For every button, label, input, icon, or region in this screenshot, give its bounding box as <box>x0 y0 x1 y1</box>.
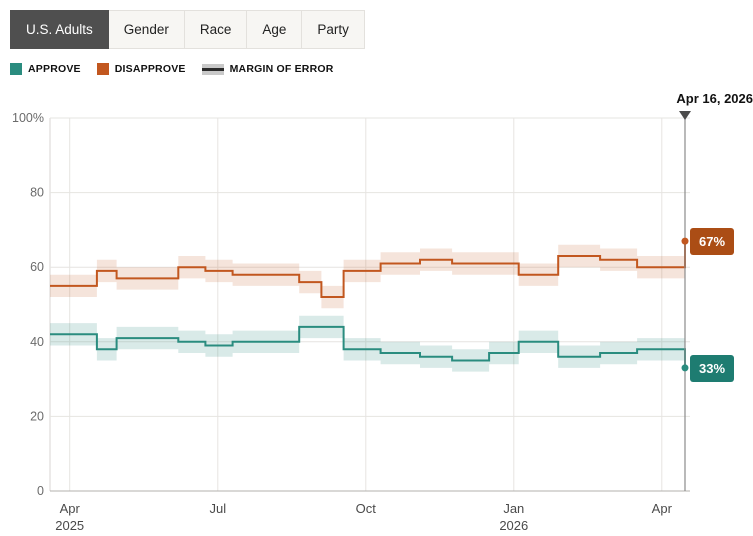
approve-legend-label: APPROVE <box>28 63 81 75</box>
disapprove-line <box>50 241 686 298</box>
tab-race[interactable]: Race <box>184 10 248 49</box>
disapprove-moe-band <box>50 229 685 309</box>
current-date-label: Apr 16, 2026 <box>676 91 753 106</box>
approve-end-value-badge: 33% <box>690 355 734 382</box>
x-tick-label: Oct <box>356 501 377 516</box>
legend-margin-of-error: MARGIN OF ERROR <box>201 63 334 75</box>
approve-end-dot <box>681 364 689 372</box>
x-tick-label: Jul <box>209 501 226 516</box>
approve-moe-band <box>50 315 685 380</box>
disapprove-end-dot <box>681 237 689 245</box>
legend-approve: APPROVE <box>10 63 81 75</box>
y-tick-label: 40 <box>30 335 44 349</box>
x-tick-label: Jan <box>503 501 524 516</box>
y-tick-label: 60 <box>30 260 44 274</box>
tab-age[interactable]: Age <box>247 10 303 49</box>
x-tick-year-label: 2026 <box>499 518 528 533</box>
demographic-tabs: U.S. Adults Gender Race Age Party <box>10 10 365 49</box>
x-tick-year-label: 2025 <box>55 518 84 533</box>
y-tick-label: 0 <box>37 484 44 498</box>
legend: APPROVE DISAPPROVE MARGIN OF ERROR <box>10 63 334 75</box>
approve-swatch-icon <box>10 63 22 75</box>
x-tick-label: Apr <box>60 501 81 516</box>
legend-disapprove: DISAPPROVE <box>96 63 186 75</box>
disapprove-swatch-icon <box>96 63 109 75</box>
current-date-marker-icon <box>679 111 691 120</box>
approve-line <box>50 325 686 368</box>
margin-of-error-legend-label: MARGIN OF ERROR <box>229 63 334 75</box>
disapprove-legend-label: DISAPPROVE <box>114 63 186 75</box>
margin-of-error-swatch-icon <box>201 63 224 75</box>
tab-us-adults[interactable]: U.S. Adults <box>10 10 109 49</box>
tab-party[interactable]: Party <box>302 10 365 49</box>
y-tick-label: 100% <box>12 111 44 125</box>
y-tick-label: 80 <box>30 186 44 200</box>
y-tick-label: 20 <box>30 409 44 423</box>
x-tick-label: Apr <box>652 501 673 516</box>
disapprove-end-value-badge: 67% <box>690 228 734 255</box>
tab-gender[interactable]: Gender <box>108 10 185 49</box>
